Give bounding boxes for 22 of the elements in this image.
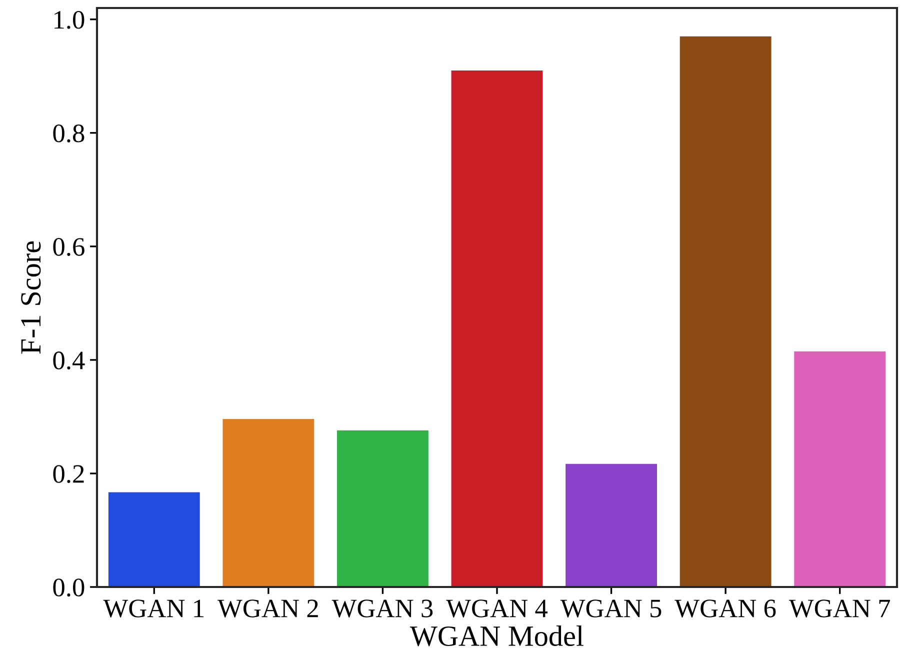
y-tick-label: 1.0 [54,10,84,29]
y-tick-label: 0.4 [53,352,85,370]
y-tick-label: 0.6 [53,238,84,256]
bar [451,70,543,587]
y-tick-label: 0.2 [53,465,84,483]
y-axis-title: F-1 Score [21,241,41,354]
x-axis-title: WGAN Model [410,626,584,646]
bar [108,492,200,587]
x-tick-label: WGAN 6 [674,600,776,618]
x-tick-label: WGAN 4 [446,600,548,618]
bar [337,430,428,587]
bar [680,36,772,587]
x-tick-label: WGAN 1 [103,600,204,618]
bar [794,351,886,587]
y-tick-label: 0.0 [53,578,84,597]
x-tick-label: WGAN 5 [560,600,662,618]
x-tick-label: WGAN 3 [332,600,433,618]
y-tick-label: 0.8 [53,124,84,142]
x-tick-label: WGAN 7 [788,600,890,618]
x-tick-label: WGAN 2 [218,600,318,618]
bar [222,418,314,587]
bar [566,464,657,587]
